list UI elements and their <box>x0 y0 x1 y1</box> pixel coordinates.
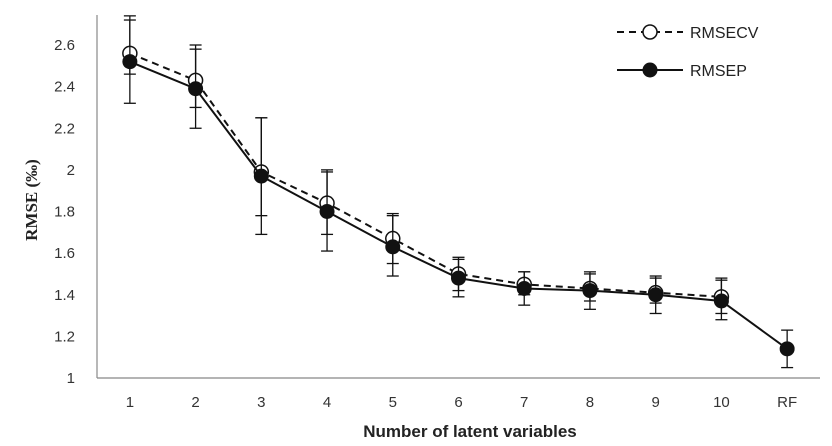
x-tick-label: 3 <box>257 394 265 411</box>
y-tick-label: 2.2 <box>54 120 75 137</box>
rmsep-line <box>129 60 788 350</box>
x-tick-label: 5 <box>389 394 397 411</box>
y-tick-label: 1.8 <box>54 204 75 221</box>
series-rmsecv <box>122 19 730 315</box>
rmsep-point <box>122 54 138 70</box>
rmsep-point <box>385 239 401 255</box>
rmsecv-line <box>129 52 722 298</box>
y-tick-label: 2 <box>67 162 75 179</box>
plot-area <box>122 15 795 369</box>
x-tick-label: 2 <box>191 394 199 411</box>
rmsep-point <box>779 341 795 357</box>
rmsep-point <box>516 281 532 297</box>
series-rmsep <box>122 15 795 369</box>
y-axis-ticks: 1 1.2 1.4 1.6 1.8 2 2.2 2.4 2.6 <box>54 37 75 387</box>
rmsep-point <box>713 293 729 309</box>
legend-label: RMSECV <box>690 25 759 42</box>
x-tick-label: 7 <box>520 394 528 411</box>
y-tick-label: 2.4 <box>54 79 75 96</box>
legend-marker <box>642 24 658 40</box>
rmsep-point <box>253 168 269 184</box>
legend-label: RMSEP <box>690 63 747 80</box>
y-tick-label: 1.4 <box>54 287 75 304</box>
legend: RMSECV RMSEP <box>617 24 759 80</box>
axes <box>96 15 820 379</box>
y-axis-title: RMSE (‰) <box>22 159 41 241</box>
y-tick-label: 1.6 <box>54 245 75 262</box>
rmsep-point <box>451 270 466 286</box>
x-axis-title: Number of latent variables <box>363 422 577 441</box>
y-tick-label: 2.6 <box>54 37 75 54</box>
legend-item-rmsep: RMSEP <box>617 62 747 80</box>
x-tick-label: 4 <box>323 394 331 411</box>
legend-marker <box>642 62 658 78</box>
x-tick-label: 1 <box>126 394 134 411</box>
legend-item-rmsecv: RMSECV <box>617 24 759 42</box>
rmsep-point <box>188 81 204 97</box>
x-tick-label: RF <box>777 394 797 411</box>
x-tick-label: 8 <box>586 394 594 411</box>
y-tick-label: 1.2 <box>54 328 75 345</box>
rmsep-point <box>319 204 335 219</box>
x-axis-ticks: 1 2 3 4 5 6 7 8 9 10 RF <box>126 394 797 411</box>
y-tick-label: 1 <box>67 370 75 387</box>
x-tick-label: 6 <box>454 394 462 411</box>
rmsep-point <box>648 287 664 303</box>
x-tick-label: 9 <box>652 394 660 411</box>
x-tick-label: 10 <box>713 394 730 411</box>
rmsep-point <box>582 283 598 299</box>
